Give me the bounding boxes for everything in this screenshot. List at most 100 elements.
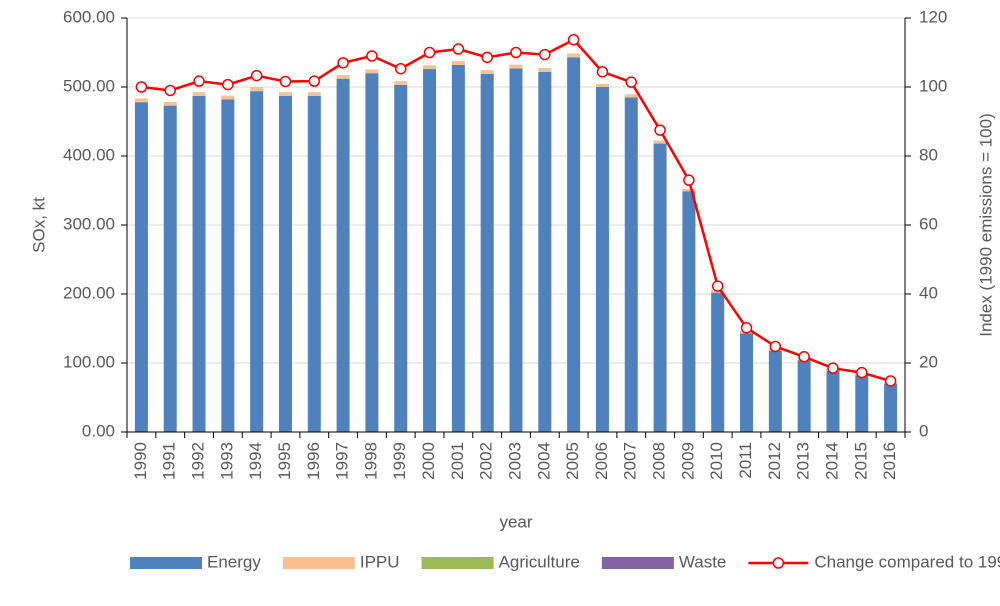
line-marker: [423, 46, 436, 59]
legend-label: IPPU: [360, 552, 400, 571]
bar: [278, 95, 292, 432]
line-marker: [884, 375, 897, 387]
bar: [480, 70, 494, 74]
line-marker: [481, 51, 493, 64]
bar: [134, 98, 148, 103]
bar: [567, 53, 581, 58]
line-marker: [452, 43, 465, 55]
bar: [221, 99, 235, 433]
y2-axis-title: Index (1990 emissions = 100): [976, 113, 995, 337]
x-tick-label: 1999: [390, 442, 409, 480]
y2-tick-label: 100: [919, 76, 947, 95]
bar: [221, 95, 235, 100]
x-tick-label: 1996: [304, 442, 323, 480]
x-tick-label: 2007: [621, 442, 640, 480]
bar: [595, 84, 609, 87]
bar: [595, 87, 609, 432]
x-tick-label: 1992: [189, 442, 208, 480]
line-marker: [683, 174, 695, 186]
x-tick-label: 2010: [707, 442, 726, 480]
x-tick-label: 2004: [534, 442, 553, 480]
legend-swatch: [421, 557, 494, 569]
bar: [163, 102, 177, 106]
x-tick-label: 2002: [477, 442, 496, 480]
x-tick-label: 2016: [880, 442, 899, 480]
x-tick-label: 2012: [765, 442, 784, 480]
line-marker: [625, 76, 638, 88]
x-tick-label: 1998: [361, 442, 380, 480]
bar: [365, 69, 379, 74]
y-tick-label: 600.00: [63, 7, 115, 26]
bar: [134, 102, 148, 433]
bar: [365, 73, 379, 432]
bar: [653, 140, 667, 144]
x-tick-label: 1993: [217, 442, 236, 480]
bar: [451, 64, 465, 433]
bar: [567, 57, 581, 433]
x-tick-label: 1991: [160, 442, 179, 480]
y-tick-label: 100.00: [63, 352, 115, 371]
bar: [884, 383, 898, 432]
y-tick-label: 500.00: [63, 76, 115, 95]
line-marker: [279, 75, 292, 88]
bar: [250, 91, 264, 432]
legend-label: Agriculture: [499, 552, 580, 571]
x-tick-label: 2008: [650, 442, 669, 480]
x-tick-label: 2005: [563, 442, 582, 480]
line-marker: [654, 124, 666, 136]
x-tick-label: 2009: [678, 442, 697, 480]
x-tick-label: 2000: [419, 442, 438, 480]
y-tick-label: 200.00: [63, 283, 115, 302]
y-axis-title: SOx, kt: [29, 197, 48, 253]
bar: [538, 68, 552, 72]
bar: [336, 75, 350, 79]
bar: [797, 360, 811, 432]
line-marker: [827, 362, 839, 374]
bar: [538, 71, 552, 432]
line-marker: [510, 46, 522, 59]
bar: [768, 350, 782, 432]
line-marker: [164, 84, 176, 97]
x-tick-label: 2015: [851, 442, 870, 480]
legend-swatch: [601, 557, 674, 569]
legend-label: Waste: [679, 552, 727, 571]
bar: [394, 81, 408, 85]
line-marker: [567, 33, 580, 46]
bar: [336, 78, 350, 432]
x-tick-label: 1995: [275, 442, 294, 480]
y-tick-label: 400.00: [63, 145, 115, 164]
bar: [423, 69, 437, 432]
x-tick-label: 1990: [131, 442, 150, 480]
bar: [278, 92, 292, 96]
bar: [740, 333, 754, 432]
bar: [682, 191, 696, 432]
bar: [624, 97, 638, 432]
y2-tick-label: 40: [919, 283, 938, 302]
x-tick-label: 2013: [794, 442, 813, 480]
x-tick-label: 1997: [333, 442, 352, 480]
legend-swatch: [282, 557, 355, 569]
bar: [394, 84, 408, 433]
bar: [307, 92, 321, 96]
line-marker: [856, 366, 868, 379]
bar: [307, 95, 321, 432]
line-marker: [308, 75, 321, 87]
line-marker: [222, 78, 234, 91]
y2-tick-label: 20: [919, 352, 938, 371]
bar: [711, 292, 725, 432]
bar: [624, 94, 638, 98]
y-tick-label: 300.00: [63, 214, 115, 233]
bar: [423, 65, 437, 70]
x-tick-label: 2011: [736, 442, 755, 479]
bar: [682, 189, 696, 192]
line-marker: [193, 75, 205, 87]
bar: [192, 92, 206, 96]
bar: [192, 95, 206, 432]
x-tick-label: 2006: [592, 442, 611, 480]
bar: [163, 105, 177, 432]
y-tick-label: 0.00: [82, 421, 115, 440]
y2-tick-label: 120: [919, 7, 947, 26]
line-marker: [337, 57, 349, 69]
line-marker: [769, 340, 782, 353]
